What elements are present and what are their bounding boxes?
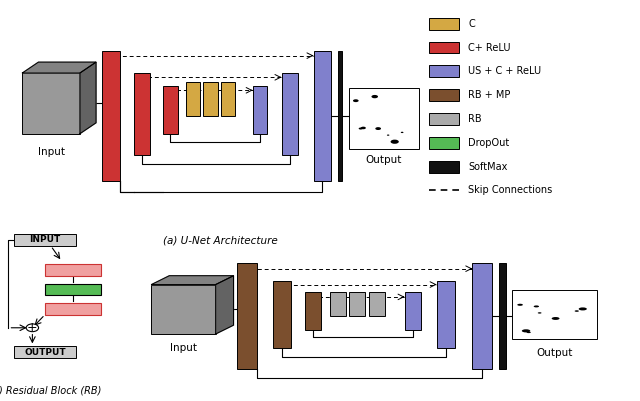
Text: RB + MP: RB + MP	[468, 90, 511, 100]
Ellipse shape	[361, 127, 366, 129]
Bar	[369, 292, 385, 316]
Bar	[14, 346, 76, 358]
Bar	[436, 281, 454, 348]
Bar	[305, 292, 321, 330]
Text: Input: Input	[170, 343, 197, 353]
Text: INPUT: INPUT	[29, 235, 61, 245]
Text: OUTPUT: OUTPUT	[24, 348, 66, 356]
Bar	[511, 290, 597, 339]
Bar	[14, 234, 76, 246]
Bar	[404, 292, 420, 330]
Polygon shape	[22, 62, 96, 73]
Bar	[237, 263, 257, 369]
Bar	[314, 51, 332, 181]
Text: +: +	[27, 321, 38, 334]
Text: Output: Output	[536, 348, 573, 358]
Text: Input: Input	[38, 147, 65, 157]
Bar	[273, 281, 291, 348]
Ellipse shape	[552, 317, 559, 320]
Text: US + C + ReLU: US + C + ReLU	[468, 66, 541, 76]
Ellipse shape	[538, 312, 541, 314]
Bar	[22, 73, 80, 134]
Bar	[221, 82, 236, 116]
Ellipse shape	[390, 140, 399, 144]
Bar	[253, 86, 268, 134]
Bar	[429, 113, 460, 125]
Bar	[45, 303, 101, 314]
Ellipse shape	[579, 308, 587, 310]
Ellipse shape	[575, 310, 579, 312]
Ellipse shape	[375, 127, 381, 130]
Polygon shape	[216, 276, 234, 334]
Bar	[186, 82, 200, 116]
Ellipse shape	[371, 95, 378, 98]
Bar	[429, 89, 460, 101]
Text: C+ ReLU: C+ ReLU	[468, 43, 511, 53]
Bar	[45, 264, 101, 276]
Text: (b) Residual Block (RB): (b) Residual Block (RB)	[0, 386, 101, 396]
Bar	[204, 82, 218, 116]
Ellipse shape	[522, 329, 531, 332]
Bar	[134, 73, 150, 155]
Ellipse shape	[517, 304, 523, 306]
Bar	[338, 51, 342, 181]
Bar	[45, 284, 101, 295]
Bar	[349, 292, 365, 316]
Ellipse shape	[353, 99, 358, 102]
Circle shape	[26, 324, 38, 332]
Bar	[102, 51, 120, 181]
Bar	[429, 42, 460, 53]
Text: SoftMax: SoftMax	[468, 162, 508, 172]
Bar	[429, 18, 460, 30]
Text: Skip Connections: Skip Connections	[468, 185, 552, 195]
Bar	[349, 88, 419, 149]
Text: DropOut: DropOut	[468, 138, 509, 148]
Text: Output: Output	[366, 155, 402, 165]
Bar	[472, 263, 492, 369]
Text: (a) U-Net Architecture: (a) U-Net Architecture	[163, 235, 278, 245]
Ellipse shape	[527, 332, 531, 333]
Bar	[499, 263, 506, 369]
Polygon shape	[80, 62, 96, 134]
Bar	[429, 65, 460, 77]
Bar	[163, 86, 178, 134]
Bar	[330, 292, 346, 316]
Bar	[152, 285, 216, 334]
Bar	[282, 73, 298, 155]
Bar	[429, 161, 460, 172]
Ellipse shape	[358, 128, 363, 130]
Text: RB: RB	[468, 114, 482, 124]
Ellipse shape	[534, 306, 539, 308]
Ellipse shape	[387, 134, 389, 136]
Bar	[429, 137, 460, 149]
Text: C: C	[468, 19, 475, 29]
Polygon shape	[152, 276, 234, 285]
Ellipse shape	[401, 132, 403, 133]
